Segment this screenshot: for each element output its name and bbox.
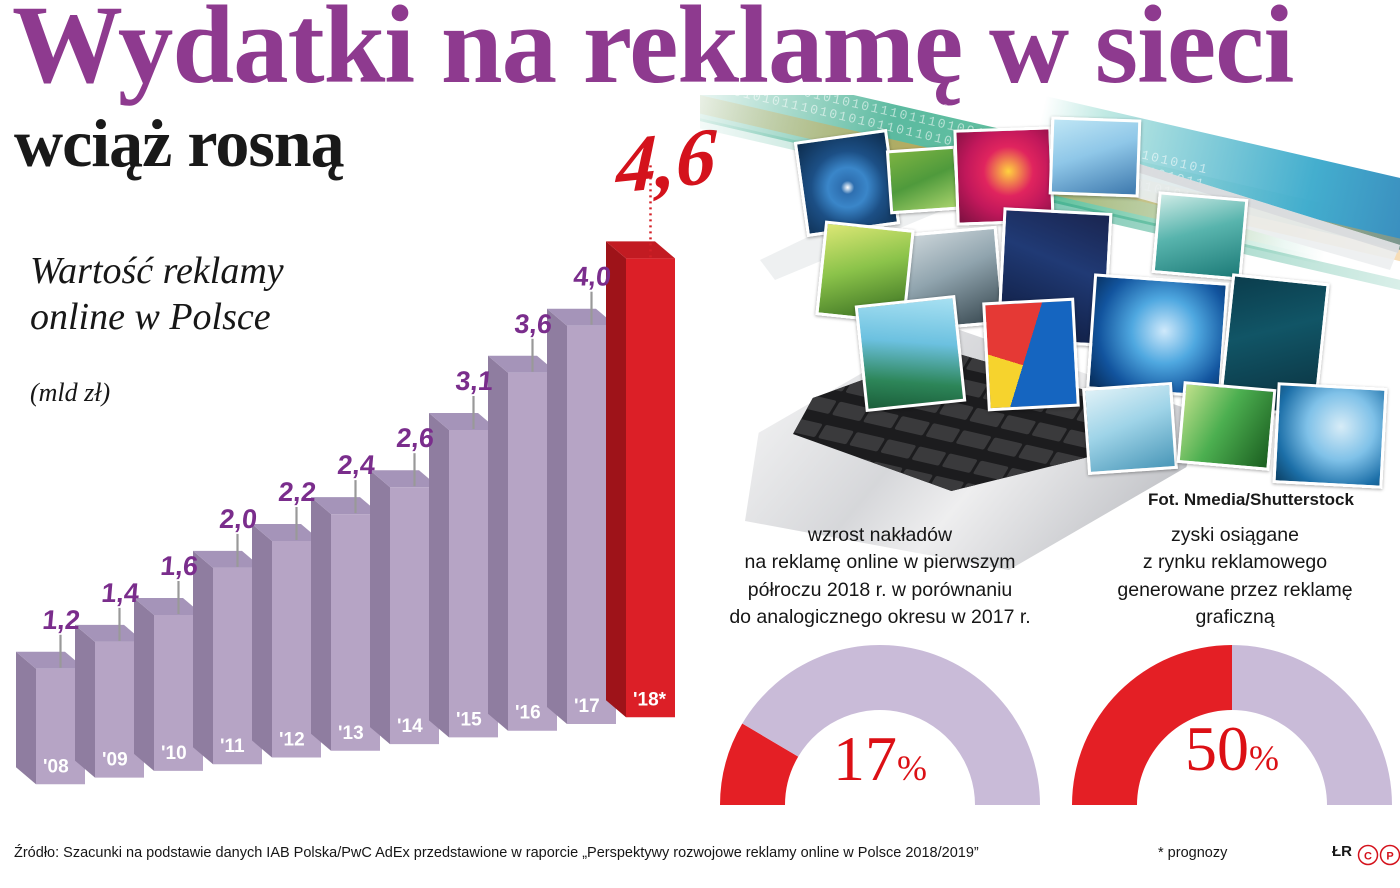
svg-text:'09: '09	[102, 750, 128, 771]
svg-text:2,4: 2,4	[336, 450, 376, 480]
svg-text:'14: '14	[397, 716, 423, 737]
svg-text:'08: '08	[43, 756, 69, 777]
svg-text:'15: '15	[456, 709, 482, 730]
svg-text:1,4: 1,4	[100, 578, 140, 608]
svg-text:'11: '11	[220, 736, 245, 757]
svg-text:1,2: 1,2	[41, 605, 81, 635]
svg-text:3,6: 3,6	[513, 309, 553, 339]
svg-text:3,1: 3,1	[454, 366, 494, 396]
svg-text:'18*: '18*	[633, 689, 667, 710]
svg-text:4,0: 4,0	[572, 262, 612, 292]
svg-text:1,6: 1,6	[159, 551, 199, 581]
svg-text:'17: '17	[574, 696, 600, 717]
svg-text:2,2: 2,2	[277, 477, 317, 507]
svg-text:2,0: 2,0	[218, 504, 258, 534]
svg-text:'16: '16	[515, 703, 541, 724]
svg-text:'13: '13	[338, 723, 364, 744]
svg-text:2,6: 2,6	[395, 423, 435, 453]
svg-text:'10: '10	[161, 743, 187, 764]
svg-text:'12: '12	[279, 730, 305, 751]
svg-text:P: P	[1386, 851, 1393, 863]
svg-text:C: C	[1364, 851, 1372, 863]
